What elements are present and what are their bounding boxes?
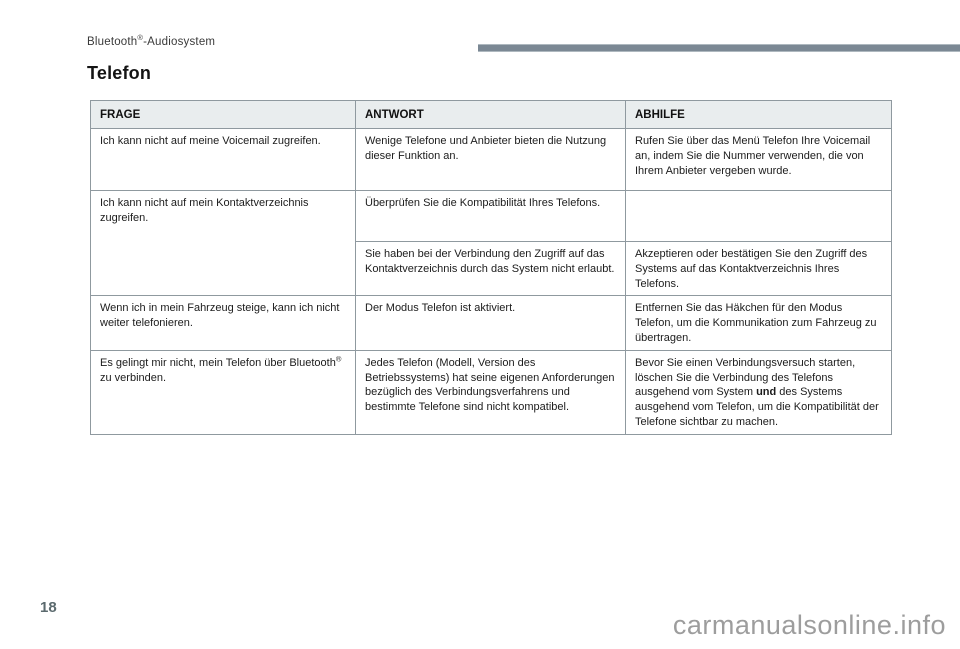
column-header-abhilfe: ABHILFE — [625, 100, 892, 129]
registered-trademark-symbol: ® — [137, 33, 144, 43]
abhilfe-cell: Entfernen Sie das Häkchen für den Modus … — [625, 295, 892, 351]
antwort-cell: Wenige Telefone und Anbieter bieten die … — [355, 128, 626, 191]
abhilfe-text-suffix: des Systems ausgehend vom Telefon, um di… — [635, 386, 879, 428]
abhilfe-cell: Rufen Sie über das Menü Telefon Ihre Voi… — [625, 128, 892, 191]
abhilfe-text: Bevor Sie einen Verbindungsversuch start… — [635, 356, 856, 399]
abhilfe-cell: Akzeptieren oder bestätigen Sie den Zugr… — [625, 240, 892, 297]
table-row: Wenn ich in mein Fahrzeug steige, kann i… — [90, 295, 892, 351]
frage-cell: Es gelingt mir nicht, mein Telefon über … — [90, 349, 356, 435]
table-row: Ich kann nicht auf meine Voicemail zugre… — [90, 128, 892, 191]
section-label-suffix: -Audiosystem — [143, 36, 216, 48]
section-label-text: Bluetooth — [87, 36, 138, 48]
table-row: Ich kann nicht auf mein Kontaktverzeichn… — [90, 189, 892, 297]
page-title: Telefon — [87, 63, 152, 83]
table-header-row: FRAGE ANTWORT ABHILFE — [90, 100, 892, 129]
section-label: Bluetooth®-Audiosystem — [87, 33, 216, 48]
abhilfe-bold-word: und — [756, 386, 777, 399]
antwort-cell: Sie haben bei der Verbindung den Zugriff… — [355, 240, 626, 297]
table-row: Es gelingt mir nicht, mein Telefon über … — [90, 349, 892, 435]
table-row: Sie haben bei der Verbindung den Zugriff… — [91, 240, 892, 297]
faq-table: FRAGE ANTWORT ABHILFE Ich kann nicht auf… — [90, 100, 892, 435]
frage-cell: Wenn ich in mein Fahrzeug steige, kann i… — [90, 295, 356, 351]
frage-cell: Ich kann nicht auf meine Voicemail zugre… — [90, 128, 356, 191]
registered-trademark-symbol: ® — [335, 354, 342, 364]
watermark: carmanualsonline.info — [672, 610, 946, 640]
antwort-cell: Jedes Telefon (Modell, Version des Betri… — [355, 349, 626, 435]
column-header-antwort: ANTWORT — [355, 100, 626, 129]
antwort-cell: Der Modus Telefon ist aktiviert. — [355, 295, 626, 351]
frage-cell: Ich kann nicht auf mein Kontaktverzeichn… — [90, 189, 356, 297]
abhilfe-cell: Bevor Sie einen Verbindungsversuch start… — [625, 349, 892, 435]
column-header-frage: FRAGE — [90, 100, 356, 129]
page-number: 18 — [40, 599, 57, 616]
frage-text: Es gelingt mir nicht, mein Telefon über … — [100, 356, 336, 369]
abhilfe-cell-empty — [625, 190, 892, 242]
header-rule-bar — [478, 44, 960, 52]
antwort-cell: Überprüfen Sie die Kompatibilität Ihres … — [355, 190, 626, 242]
frage-text-suffix: zu verbinden. — [100, 371, 167, 384]
